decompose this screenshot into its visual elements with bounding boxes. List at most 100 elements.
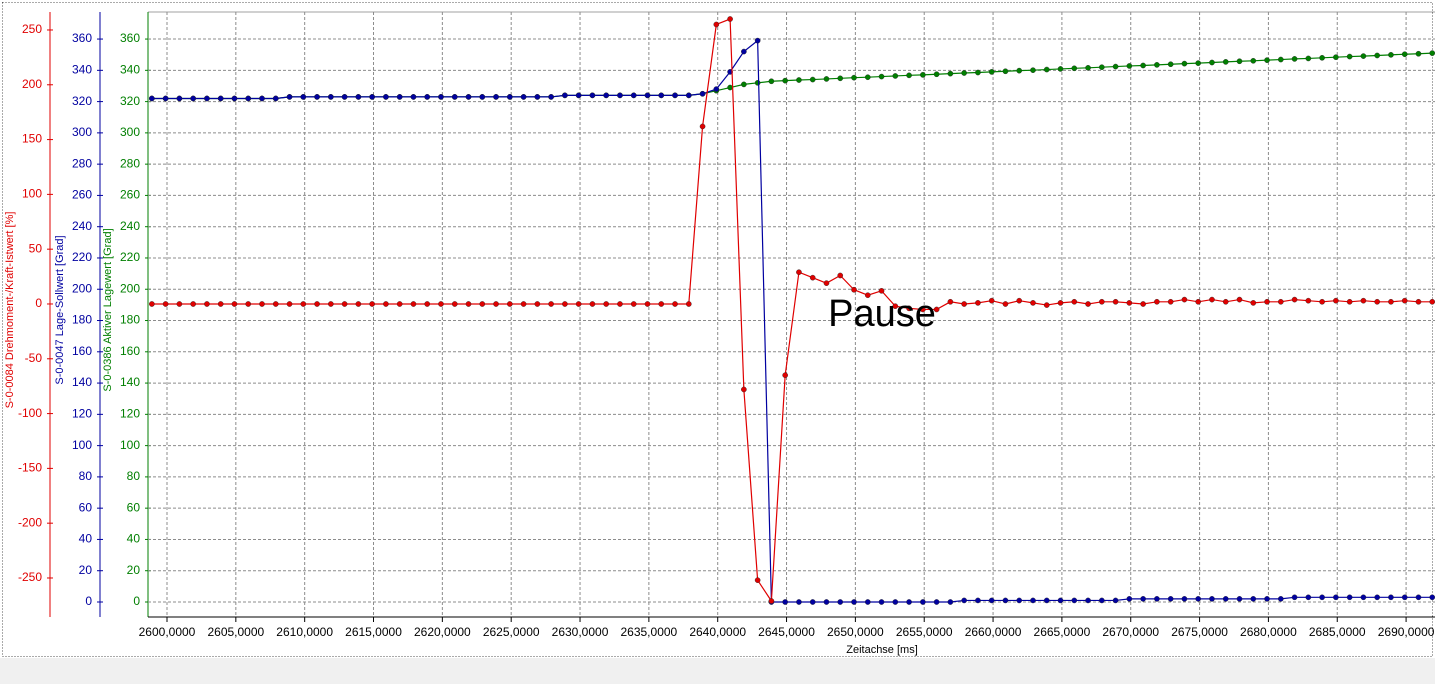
data-point — [1140, 301, 1146, 307]
data-point — [947, 298, 954, 305]
data-point — [1071, 65, 1078, 72]
y-tick-label: 320 — [120, 94, 140, 108]
data-point — [1374, 298, 1380, 305]
data-point — [796, 77, 802, 83]
y-tick-label: 220 — [72, 250, 92, 264]
data-point — [644, 92, 651, 99]
data-point — [1057, 66, 1064, 72]
data-point — [975, 69, 981, 76]
data-point — [754, 80, 761, 86]
y-tick-label: 220 — [120, 250, 140, 264]
data-point — [231, 301, 238, 307]
y-tick-label: 100 — [72, 438, 92, 452]
data-point — [162, 95, 169, 102]
data-point — [1360, 594, 1367, 601]
data-point — [1085, 301, 1091, 307]
y-tick-label: 200 — [72, 281, 92, 295]
data-point — [1209, 59, 1215, 66]
data-point — [1346, 594, 1353, 601]
data-point — [603, 301, 609, 307]
y-tick-label: 340 — [72, 62, 92, 76]
data-point — [906, 72, 912, 79]
data-point — [658, 92, 665, 99]
data-point — [1374, 52, 1380, 59]
y-tick-label: 120 — [120, 407, 140, 421]
data-point — [1085, 65, 1091, 71]
y-tick-label: 0 — [35, 296, 42, 310]
data-point — [630, 92, 637, 99]
x-tick-label: 2670,0000 — [1102, 625, 1159, 639]
data-point — [809, 76, 816, 83]
y-tick-label: 0 — [85, 594, 92, 608]
data-point — [672, 92, 678, 99]
data-point — [589, 301, 596, 307]
data-point — [383, 301, 389, 307]
data-point — [947, 70, 954, 77]
data-point — [438, 301, 444, 307]
data-point — [314, 301, 320, 307]
x-tick-label: 2635,0000 — [620, 625, 677, 639]
data-point — [1401, 51, 1408, 58]
data-point — [1140, 62, 1146, 69]
data-point — [741, 48, 747, 55]
data-point — [1278, 596, 1284, 602]
data-point — [741, 81, 747, 88]
data-point — [507, 94, 513, 100]
y-tick-label: 180 — [72, 313, 92, 327]
data-point — [768, 78, 775, 85]
y-tick-label: 60 — [127, 500, 141, 514]
data-point — [424, 94, 431, 100]
data-point — [575, 301, 582, 307]
y-tick-label: 100 — [120, 438, 140, 452]
data-point — [1030, 67, 1036, 73]
data-point — [823, 280, 830, 286]
data-point — [1264, 596, 1270, 602]
data-point — [190, 95, 196, 102]
y-tick-label: 40 — [127, 532, 141, 546]
data-point — [1057, 597, 1064, 604]
y-tick-label: 360 — [120, 31, 140, 45]
x-tick-label: 2640,0000 — [689, 625, 746, 639]
y-tick-label: 20 — [127, 563, 141, 577]
data-point — [1167, 61, 1174, 68]
data-point — [1319, 298, 1325, 305]
x-axis-title: Zeitachse [ms] — [846, 644, 918, 656]
y-tick-label: 300 — [120, 125, 140, 139]
data-point — [451, 301, 458, 307]
data-point — [933, 599, 940, 605]
data-point — [1085, 597, 1091, 604]
data-point — [961, 70, 967, 76]
data-point — [1222, 596, 1229, 602]
data-point — [1333, 297, 1339, 304]
data-point — [933, 71, 940, 78]
data-point — [1043, 597, 1050, 604]
x-tick-label: 2625,0000 — [483, 625, 540, 639]
data-point — [864, 74, 871, 81]
data-point — [1043, 302, 1050, 308]
x-tick-label: 2610,0000 — [276, 625, 333, 639]
data-point — [1374, 594, 1380, 601]
data-point — [548, 94, 554, 100]
data-point — [947, 599, 954, 605]
data-point — [369, 301, 375, 307]
y-axis-title: S-0-0084 Drehmoment-/Kraft-Istwert [%] — [4, 212, 16, 409]
data-point — [699, 90, 706, 97]
data-point — [534, 94, 541, 100]
x-tick-label: 2605,0000 — [207, 625, 264, 639]
data-point — [190, 301, 196, 307]
y-tick-label: 140 — [72, 375, 92, 389]
data-point — [1181, 296, 1188, 303]
data-point — [1415, 594, 1422, 601]
data-point — [782, 372, 788, 379]
series-line — [151, 18, 1433, 603]
data-point — [1429, 50, 1435, 56]
data-point — [1209, 596, 1215, 602]
data-point — [892, 303, 899, 309]
data-point — [507, 301, 513, 307]
data-point — [1291, 296, 1298, 303]
y-tick-label: 20 — [79, 563, 93, 577]
data-point — [1071, 597, 1078, 604]
data-point — [1291, 56, 1298, 62]
data-point — [1071, 298, 1078, 305]
data-point — [975, 597, 981, 604]
